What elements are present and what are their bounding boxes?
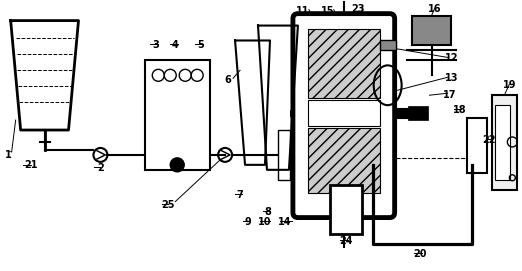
Bar xyxy=(278,130,290,180)
Text: 8: 8 xyxy=(265,207,271,217)
Bar xyxy=(412,16,452,46)
Text: 2: 2 xyxy=(97,163,104,173)
Text: 1: 1 xyxy=(5,150,12,160)
Bar xyxy=(308,28,379,98)
Text: 10: 10 xyxy=(258,217,272,227)
FancyBboxPatch shape xyxy=(293,14,395,218)
Text: 23: 23 xyxy=(351,4,364,14)
Text: 24: 24 xyxy=(339,237,352,246)
Text: 14: 14 xyxy=(278,217,292,227)
Text: 21: 21 xyxy=(24,160,38,170)
Bar xyxy=(308,128,379,193)
Text: 25: 25 xyxy=(161,200,175,210)
Text: 19: 19 xyxy=(503,80,516,90)
Text: 22: 22 xyxy=(483,135,496,145)
Text: 15: 15 xyxy=(321,6,335,16)
Text: 12: 12 xyxy=(445,53,458,63)
Bar xyxy=(379,40,396,50)
Text: 6: 6 xyxy=(224,75,231,85)
Text: 18: 18 xyxy=(453,105,466,115)
Text: 5: 5 xyxy=(197,40,204,50)
Bar xyxy=(145,60,210,170)
Bar xyxy=(467,118,488,173)
Text: 7: 7 xyxy=(236,190,243,200)
Bar xyxy=(492,95,517,190)
Bar xyxy=(330,185,362,234)
Text: 3: 3 xyxy=(152,40,159,50)
Bar xyxy=(495,105,511,180)
Text: 9: 9 xyxy=(245,217,252,227)
Text: 11: 11 xyxy=(296,6,310,16)
Text: 13: 13 xyxy=(445,73,458,83)
Bar xyxy=(408,106,428,120)
Text: 16: 16 xyxy=(428,4,441,14)
Bar xyxy=(308,100,379,126)
Circle shape xyxy=(170,158,184,172)
Text: 4: 4 xyxy=(172,40,179,50)
Text: 17: 17 xyxy=(443,90,456,100)
Text: 20: 20 xyxy=(413,249,426,259)
